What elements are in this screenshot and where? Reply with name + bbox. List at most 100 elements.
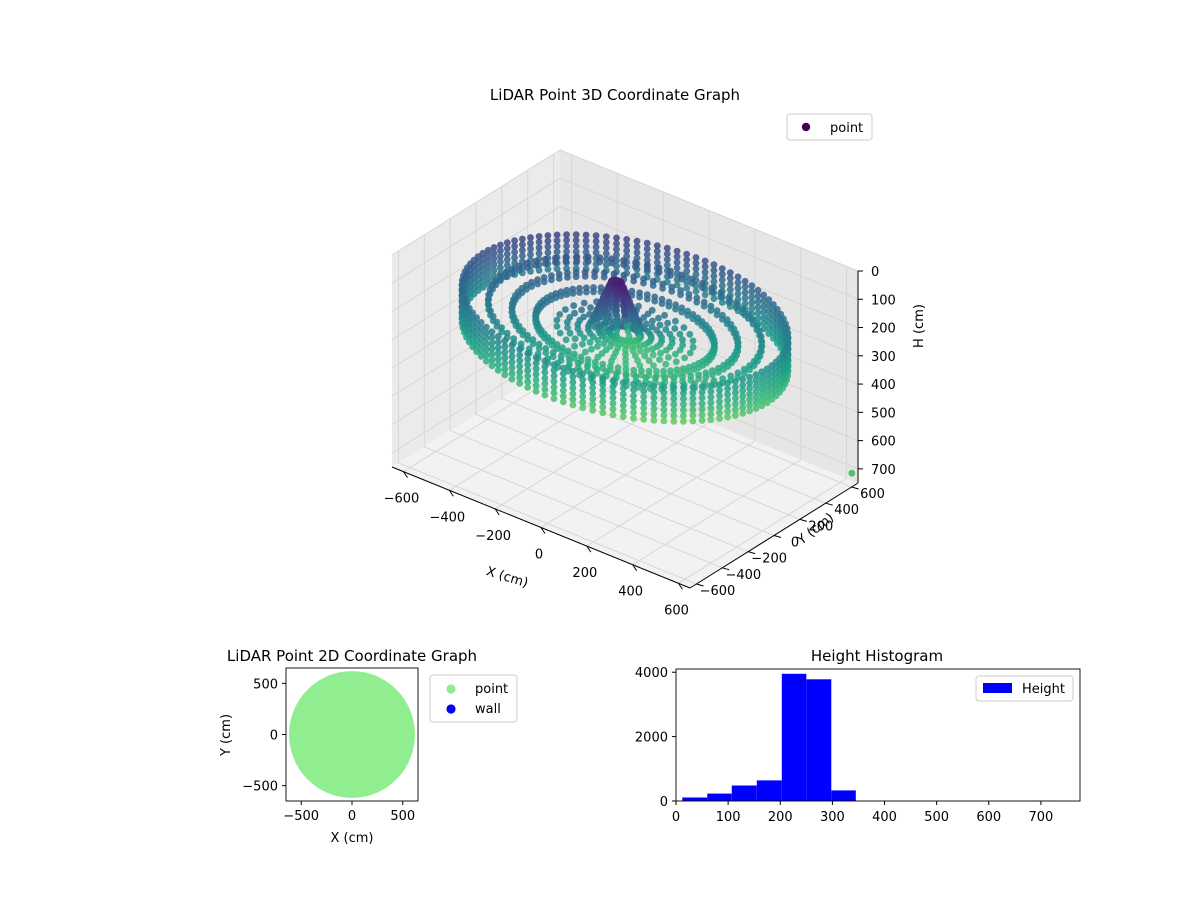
lidar-point [501, 343, 509, 350]
lidar-point [589, 395, 597, 403]
lidar-point [658, 300, 666, 307]
lidar-point [689, 343, 697, 351]
lidar-point [724, 385, 731, 393]
lidar-point [600, 340, 608, 347]
lidar-point [613, 312, 620, 319]
lidar-point [716, 386, 723, 394]
lidar-point [599, 409, 607, 417]
lidar-point [482, 357, 490, 365]
lidar-point [490, 255, 498, 263]
lidar-point [760, 314, 768, 321]
lidar-point [732, 383, 739, 391]
lidar-point [563, 236, 570, 244]
lidar-point [490, 266, 498, 274]
y-tick [851, 486, 859, 490]
x-tick-label: 200 [768, 810, 793, 825]
lidar-point [550, 383, 558, 391]
y-tick [722, 567, 730, 571]
lidar-point [661, 311, 668, 319]
lidar-point [613, 262, 620, 270]
histogram-bar [831, 790, 856, 801]
lidar-point [739, 393, 747, 400]
lidar-point [624, 327, 632, 335]
lidar-point [579, 398, 587, 406]
lidar-point [508, 370, 516, 377]
z-tick-label: 0 [871, 265, 879, 280]
lidar-point [683, 256, 691, 264]
lidar-point [650, 416, 658, 424]
lidar-point [570, 302, 578, 309]
lidar-point [649, 317, 656, 325]
lidar-point [523, 264, 531, 271]
lidar-point [524, 367, 532, 374]
lidar-point [689, 417, 697, 425]
lidar-point [563, 231, 570, 239]
x-tick [540, 527, 546, 534]
lidar-point [524, 384, 532, 391]
lidar-point [709, 371, 716, 379]
lidar-point [662, 360, 670, 368]
lidar-point [653, 259, 661, 266]
lidar-point [527, 234, 534, 241]
lidar-point [579, 376, 587, 383]
lidar-point [701, 274, 709, 282]
lidar-point [599, 403, 607, 411]
y-tick-label: 0 [270, 729, 278, 744]
lidar-point [619, 396, 627, 404]
y-tick-label: 500 [253, 677, 278, 692]
lidar-point [503, 245, 511, 252]
lidar-point [576, 289, 583, 296]
lidar-point [695, 375, 702, 383]
z-tick-label: 100 [871, 293, 896, 308]
lidar-point [488, 345, 496, 353]
lidar-point [752, 371, 760, 378]
lidar-point [508, 347, 516, 355]
lidar-point [501, 354, 509, 362]
lidar-point [644, 265, 651, 273]
lidar-point [739, 309, 747, 317]
lidar-point [589, 333, 597, 341]
lidar-point [508, 364, 516, 372]
lidar-point [670, 384, 678, 391]
lidar-point [633, 237, 641, 245]
lidar-point [680, 389, 687, 397]
lidar-point [672, 350, 679, 358]
lidar-point [501, 365, 509, 373]
lidar-point [698, 411, 706, 419]
lidar-point [613, 322, 620, 330]
lidar-point [718, 276, 726, 284]
lidar-point [748, 299, 756, 307]
lidar-point [566, 329, 574, 337]
lidar-point [752, 399, 760, 407]
lidar-point [689, 395, 697, 402]
lidar-point [707, 399, 715, 407]
lidar-point [519, 246, 526, 254]
gridline-z-back [559, 177, 859, 300]
lidar-point [532, 354, 540, 361]
lidar-point [660, 395, 668, 402]
lidar-point [535, 244, 543, 252]
lidar-point [724, 379, 731, 387]
lidar-point [609, 383, 617, 390]
lidar-point [515, 266, 523, 274]
lidar-point [670, 401, 678, 408]
lidar-point [583, 288, 590, 296]
histogram-ticks: 0 100 200 300 400 500 600 700 0 2000 4000 [635, 666, 1053, 825]
lidar-point [490, 249, 498, 257]
point-disk [289, 671, 415, 798]
lidar-point [562, 306, 569, 313]
lidar-point [582, 231, 590, 239]
lidar-point [494, 366, 502, 374]
lidar-point [636, 347, 644, 355]
gridline-z-back [559, 206, 859, 328]
lidar-point [516, 379, 524, 387]
lidar-point [718, 299, 726, 306]
lidar-point [511, 254, 518, 262]
lidar-point [619, 302, 627, 309]
lidar-point [630, 397, 637, 405]
lidar-point [589, 390, 597, 397]
lidar-point [524, 350, 532, 357]
lidar-point [620, 307, 628, 314]
lidar-point [748, 282, 756, 290]
x-tick-label: 400 [618, 585, 643, 600]
